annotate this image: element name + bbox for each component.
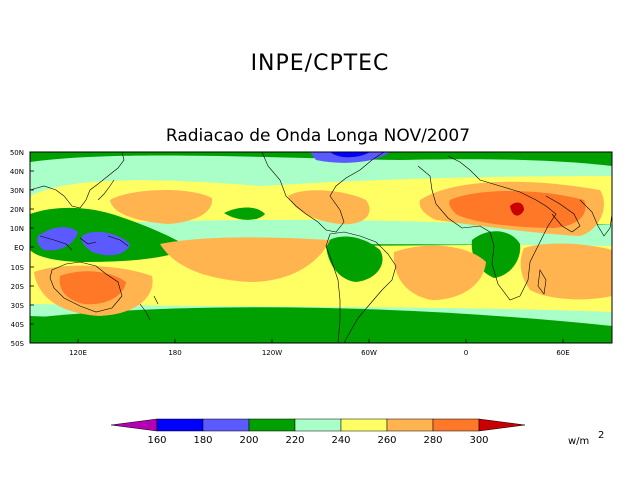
colorbar-280-300 (432, 418, 480, 432)
olr-region-260-south-atlantic (393, 245, 486, 300)
coastline-asia (30, 152, 125, 209)
map-frame (29, 151, 613, 344)
lon-label-180: 180 (168, 349, 181, 357)
colorbar-160-180 (156, 418, 204, 432)
olr-region-200-south-america (326, 236, 383, 282)
coastline-africa-europe (417, 155, 557, 301)
colorbar-240-260 (340, 418, 388, 432)
colorbar-label-220: 220 (285, 435, 304, 446)
coastline-madagascar (537, 269, 547, 295)
lon-label-120w: 120W (262, 349, 282, 357)
coastline-south-america (325, 231, 397, 343)
olr-region-300-sahara (510, 202, 524, 216)
olr-region-180-maritime (37, 227, 78, 251)
lat-label-40s: 40S (11, 321, 25, 329)
coastline-india (579, 199, 612, 237)
olr-region-220-equator (30, 219, 612, 246)
lon-axis: 120E 180 120W 60W 0 60E (69, 339, 570, 357)
coastline-indonesia (39, 235, 129, 251)
colorbar-180-200 (202, 418, 250, 432)
lon-ticks (77, 339, 564, 343)
coastline-new-zealand (139, 295, 159, 321)
colorbar-label-240: 240 (331, 435, 350, 446)
olr-region-180-north-atlantic (310, 152, 390, 163)
lon-label-60e: 60E (556, 349, 569, 357)
colorbar-gt300 (478, 418, 526, 432)
lat-label-10s: 10S (11, 264, 25, 272)
lat-label-30n: 30N (10, 187, 24, 195)
lat-ticks (30, 151, 34, 344)
unit-label: w/m (568, 436, 589, 447)
colorbar-label-260: 260 (377, 435, 396, 446)
unit-power: 2 (598, 430, 604, 441)
olr-region-160-north-atlantic (330, 152, 370, 158)
coastline-north-america (261, 152, 385, 233)
coastline-australia (49, 261, 123, 313)
colorbar: 160 180 200 220 240 260 280 300 (110, 418, 526, 446)
olr-region-280-australia (59, 271, 127, 305)
coastline-japan (97, 179, 115, 201)
lat-label-40n: 40N (10, 168, 24, 176)
lat-label-20s: 20S (11, 283, 25, 291)
lon-label-120e: 120E (69, 349, 87, 357)
colorbar-220-240 (294, 418, 342, 432)
olr-region-260-north-pacific (110, 189, 213, 224)
olr-region-260-caribbean (288, 190, 370, 225)
coastline-arabia (545, 195, 581, 233)
lat-label-50n: 50N (10, 149, 24, 157)
lat-label-eq: EQ (14, 244, 24, 252)
colorbar-label-200: 200 (239, 435, 258, 446)
colorbar-label-180: 180 (193, 435, 212, 446)
colorbar-label-160: 160 (147, 435, 166, 446)
olr-region-260-indian-ocean (520, 243, 612, 300)
map-title: Radiacao de Onda Longa NOV/2007 (166, 126, 470, 146)
colorbar-label-300: 300 (469, 435, 488, 446)
olr-field (30, 152, 612, 343)
colorbar-200-220 (248, 418, 296, 432)
lon-label-60w: 60W (361, 349, 377, 357)
olr-region-200-band-south (30, 307, 612, 343)
olr-region-200-central (224, 207, 265, 220)
colorbar-label-280: 280 (423, 435, 442, 446)
lat-label-30s: 30S (11, 302, 25, 310)
colorbar-lt160 (110, 418, 158, 432)
lat-axis: 50N 40N 30N 20N 10N EQ 10S 20S 30S 40S 5… (10, 149, 34, 348)
lat-label-50s: 50S (11, 340, 25, 348)
org-title: INPE/CPTEC (251, 51, 390, 76)
lat-label-10n: 10N (10, 225, 24, 233)
colorbar-260-280 (386, 418, 434, 432)
olr-region-260-east-pacific (160, 237, 330, 282)
lon-label-0: 0 (464, 349, 468, 357)
lat-label-20n: 20N (10, 206, 24, 214)
olr-region-180-png (81, 231, 130, 256)
coastlines (30, 152, 612, 343)
